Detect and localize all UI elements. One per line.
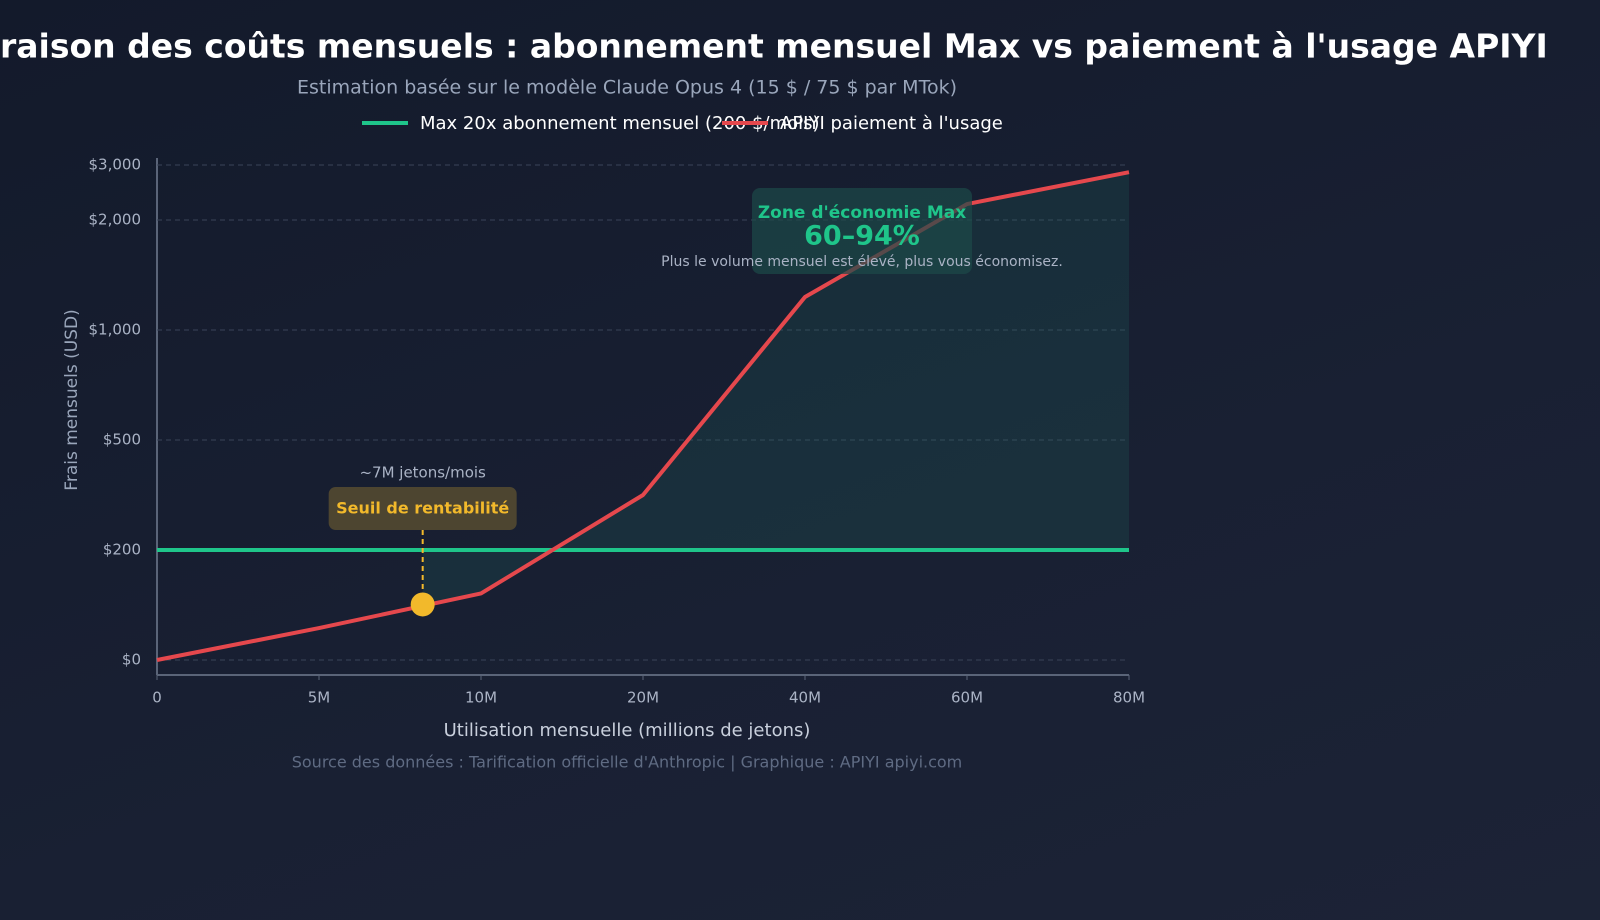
savings-note: Plus le volume mensuel est élevé, plus v… bbox=[661, 254, 1063, 270]
savings-title: Zone d'économie Max bbox=[758, 203, 966, 223]
source-note: Source des données : Tarification offici… bbox=[292, 753, 963, 772]
chart-title: raison des coûts mensuels : abonnement m… bbox=[0, 27, 1548, 66]
y-axis-title: Frais mensuels (USD) bbox=[62, 309, 82, 490]
x-tick-label: 80M bbox=[1113, 689, 1145, 707]
y-tick-label: $500 bbox=[103, 431, 141, 449]
legend-label: Max 20x abonnement mensuel (200 $/mois) bbox=[420, 113, 820, 134]
x-tick-label: 10M bbox=[465, 689, 497, 707]
y-tick-label: $0 bbox=[122, 651, 141, 669]
y-tick-label: $3,000 bbox=[89, 156, 142, 174]
x-tick-label: 20M bbox=[627, 689, 659, 707]
legend-label: APIYI paiement à l'usage bbox=[780, 113, 1003, 134]
break-even-note: ~7M jetons/mois bbox=[359, 464, 486, 482]
break-even-box bbox=[328, 487, 517, 530]
y-tick-label: $200 bbox=[103, 541, 141, 559]
break-even-label: Seuil de rentabilité bbox=[336, 499, 509, 518]
chart-subtitle: Estimation basée sur le modèle Claude Op… bbox=[297, 77, 957, 99]
x-tick-label: 0 bbox=[152, 689, 162, 707]
x-tick-label: 5M bbox=[308, 689, 331, 707]
savings-value: 60–94% bbox=[804, 221, 920, 252]
break-even-point bbox=[410, 592, 435, 617]
savings-box bbox=[752, 188, 972, 274]
x-tick-label: 40M bbox=[789, 689, 821, 707]
x-axis-title: Utilisation mensuelle (millions de jeton… bbox=[444, 720, 811, 741]
y-tick-label: $1,000 bbox=[89, 321, 142, 339]
y-tick-label: $2,000 bbox=[89, 211, 142, 229]
savings-area bbox=[422, 172, 1129, 605]
x-tick-label: 60M bbox=[951, 689, 983, 707]
